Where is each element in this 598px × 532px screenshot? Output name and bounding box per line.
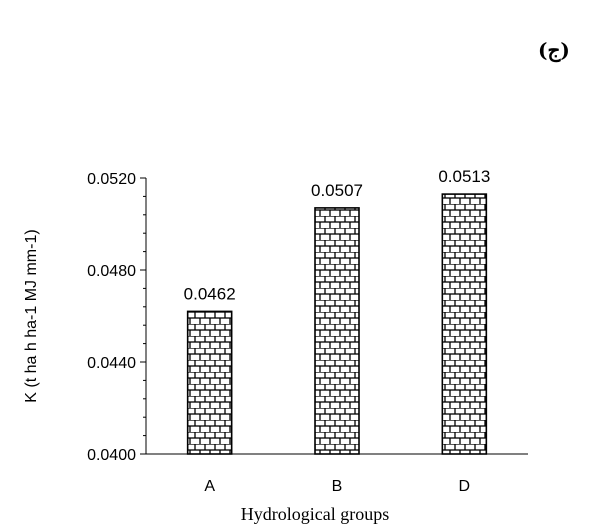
x-axis-title: Hydrological groups: [241, 504, 389, 524]
y-tick-label: 0.0480: [87, 263, 136, 280]
y-tick-label: 0.0520: [87, 171, 136, 188]
y-tick-label: 0.0440: [87, 355, 136, 372]
y-axis-title: K (t ha h ha-1 MJ mm-1): [23, 229, 40, 402]
panel-label: (ج): [538, 38, 570, 62]
y-tick-labels: 0.0400 0.0440 0.0480 0.0520: [87, 171, 136, 464]
bar-b: [314, 207, 360, 455]
x-tick-label-d: D: [459, 478, 471, 495]
bars: [186, 193, 488, 455]
data-label-d: 0.0513: [438, 167, 490, 186]
bar-a: [186, 310, 233, 455]
bar-d: [441, 193, 488, 455]
x-tick-label-b: B: [332, 478, 343, 495]
y-ticks: [140, 177, 146, 455]
data-label-b: 0.0507: [311, 181, 363, 200]
y-tick-label: 0.0400: [87, 447, 136, 464]
x-tick-label-a: A: [204, 478, 215, 495]
data-labels: 0.0462 0.0507 0.0513: [184, 167, 491, 303]
data-label-a: 0.0462: [184, 284, 236, 303]
